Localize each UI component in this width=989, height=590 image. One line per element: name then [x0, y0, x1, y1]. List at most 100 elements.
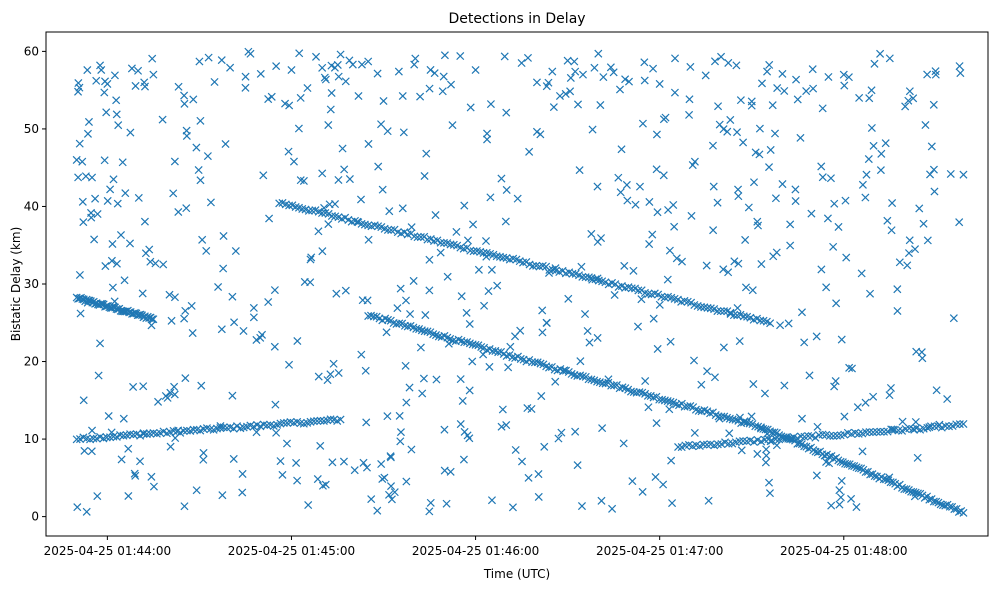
data-point-138 [285, 201, 294, 210]
data-point-465 [847, 461, 856, 470]
data-point-684 [587, 229, 596, 238]
data-point-1253 [238, 469, 247, 478]
data-point-1249 [641, 377, 650, 386]
data-point-884 [440, 425, 449, 434]
data-point-794 [734, 192, 743, 201]
data-point-637 [532, 78, 541, 87]
data-point-757 [165, 290, 174, 299]
data-point-975 [741, 283, 750, 292]
data-point-1250 [715, 120, 724, 129]
data-point-1100 [869, 141, 878, 150]
data-point-1284 [571, 427, 580, 436]
data-point-1251 [482, 252, 491, 261]
data-point-846 [497, 174, 506, 183]
data-point-1248 [861, 398, 870, 407]
data-point-1252 [560, 366, 569, 375]
data-point-634 [486, 100, 495, 109]
data-point-1030 [364, 235, 373, 244]
data-point-180 [423, 235, 432, 244]
data-point-758 [259, 171, 268, 180]
data-point-497 [920, 493, 929, 502]
data-point-1078 [719, 343, 728, 352]
data-point-466 [850, 462, 859, 471]
data-point-1154 [199, 448, 208, 457]
data-point-1105 [689, 356, 699, 365]
data-point-557 [825, 431, 834, 440]
data-point-725 [704, 496, 713, 505]
data-point-573 [883, 427, 892, 436]
data-point-1037 [206, 198, 215, 207]
data-point-889 [812, 332, 821, 341]
data-point-499 [925, 495, 934, 504]
data-point-276 [739, 312, 748, 321]
data-point-227 [578, 272, 587, 281]
data-point-1015 [867, 123, 876, 132]
data-point-752 [713, 198, 722, 207]
data-point-611 [170, 157, 179, 166]
data-point-698 [730, 257, 739, 266]
data-point-761 [581, 309, 590, 319]
data-point-1055 [659, 115, 668, 124]
data-point-1148 [306, 255, 315, 264]
data-point-775 [316, 441, 325, 450]
data-point-693 [357, 350, 366, 359]
data-point-856 [566, 87, 575, 96]
data-point-912 [181, 306, 190, 315]
data-point-1149 [416, 92, 425, 101]
data-point-820 [766, 145, 775, 154]
data-point-177 [413, 233, 422, 242]
data-point-797 [446, 80, 456, 89]
data-point-948 [786, 220, 795, 229]
data-point-742 [125, 239, 135, 248]
data-point-1190 [927, 142, 936, 151]
data-point-151 [327, 211, 336, 221]
data-point-841 [517, 457, 527, 466]
data-point-1006 [502, 421, 511, 430]
data-point-1062 [690, 157, 699, 166]
data-point-1145 [390, 488, 399, 497]
data-point-789 [362, 418, 371, 427]
data-point-1282 [739, 138, 748, 147]
data-point-923 [426, 65, 435, 74]
data-point-953 [112, 259, 121, 268]
data-point-145 [308, 206, 317, 215]
data-point-605 [118, 158, 127, 167]
data-point-1124 [171, 434, 180, 443]
data-point-1269 [835, 500, 844, 509]
data-point-1119 [571, 67, 580, 76]
data-point-1141 [407, 445, 416, 454]
data-point-1019 [148, 54, 157, 63]
data-point-442 [795, 439, 804, 448]
data-point-892 [425, 507, 434, 516]
data-point-1033 [583, 326, 592, 336]
data-point-736 [573, 461, 582, 470]
data-point-361 [578, 372, 587, 381]
data-point-1272 [474, 265, 483, 274]
data-point-830 [590, 63, 599, 72]
data-point-1025 [913, 453, 922, 462]
data-point-144 [304, 206, 313, 215]
data-point-1191 [196, 176, 205, 185]
data-point-203 [499, 253, 508, 262]
data-point-1138 [817, 162, 826, 171]
data-point-1041 [241, 72, 250, 81]
data-point-1276 [664, 205, 673, 214]
data-point-1256 [508, 503, 517, 512]
data-point-788 [773, 84, 782, 93]
data-point-906 [909, 94, 918, 103]
y-tick-label-2: 20 [24, 355, 39, 369]
data-point-642 [609, 68, 618, 77]
data-point-894 [402, 477, 411, 486]
data-point-1275 [797, 414, 807, 423]
data-point-1101 [778, 180, 787, 189]
data-point-1167 [955, 218, 964, 227]
data-point-882 [555, 91, 564, 100]
data-point-786 [110, 297, 119, 306]
data-point-1040 [812, 471, 821, 480]
data-point-1155 [197, 381, 206, 390]
data-point-1221 [709, 182, 718, 191]
data-point-1179 [690, 428, 699, 437]
data-point-780 [419, 374, 428, 383]
data-point-624 [336, 50, 345, 59]
data-point-709 [498, 405, 507, 414]
